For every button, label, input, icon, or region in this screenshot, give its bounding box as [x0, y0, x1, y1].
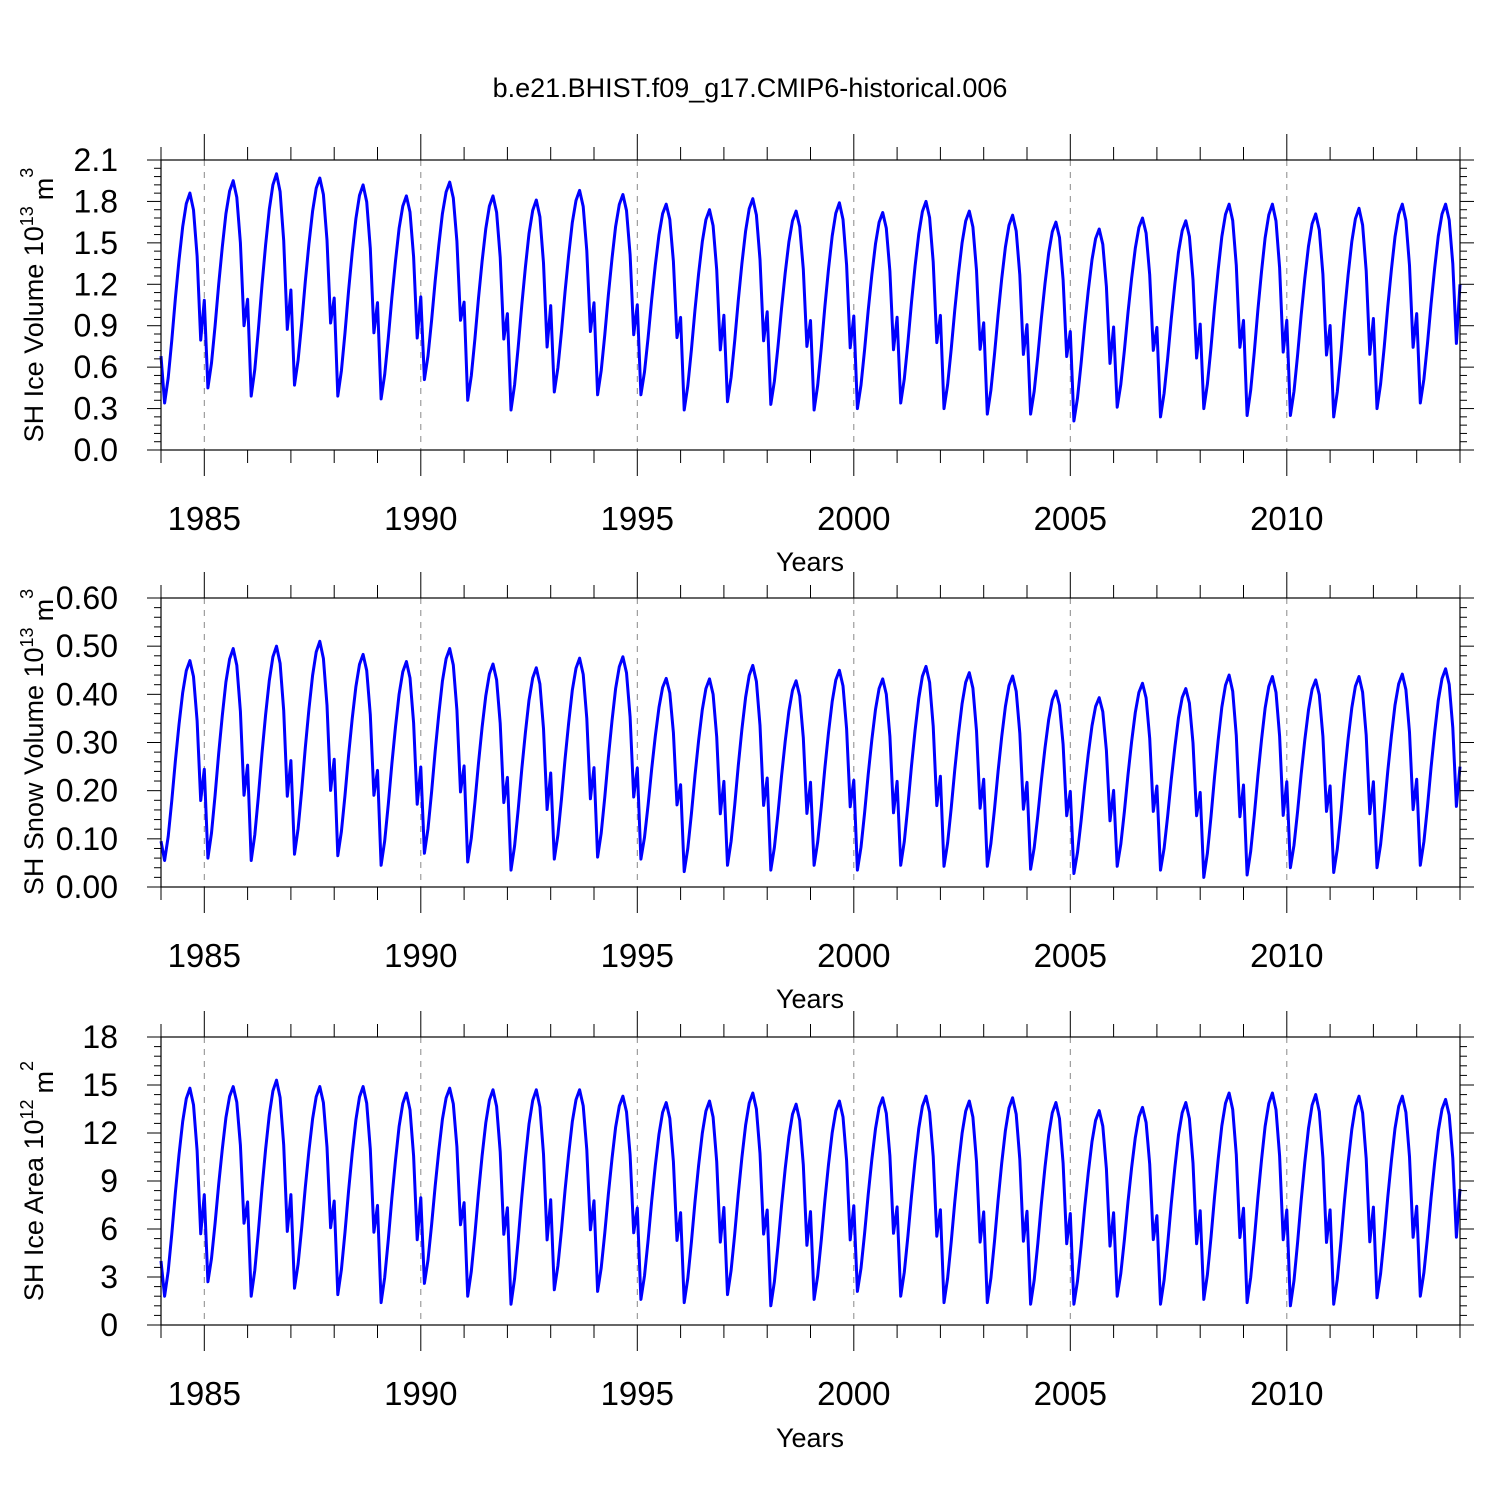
y-axis-label-part: m	[29, 599, 59, 622]
x-tick-label: 2005	[1034, 937, 1107, 974]
series-line-snow-volume	[159, 639, 1462, 879]
y-axis-label-part: 3	[17, 168, 37, 178]
x-axis-label: Years	[776, 547, 844, 577]
x-tick-label: 1985	[168, 1375, 241, 1412]
x-tick-label: 1990	[384, 500, 457, 537]
y-axis-label-part: 2	[17, 1061, 37, 1071]
y-tick-label: 0.3	[74, 391, 118, 427]
x-tick-label: 2000	[817, 937, 890, 974]
y-axis-label-part: 12	[17, 1099, 37, 1119]
y-tick-label: 0.60	[56, 580, 118, 616]
x-tick-label: 1985	[168, 937, 241, 974]
x-tick-label: 1995	[601, 937, 674, 974]
y-axis-label: SH Ice Volume 1013 m3	[17, 168, 59, 443]
y-tick-label: 0.50	[56, 628, 118, 664]
y-axis-label-part: SH Snow Volume 10	[19, 647, 49, 895]
y-axis-label-part: 13	[17, 627, 37, 647]
y-tick-label: 15	[82, 1067, 118, 1103]
y-tick-label: 0.6	[74, 349, 118, 385]
series-line-ice-area	[159, 1078, 1462, 1308]
y-axis-label-part: SH Ice Area 10	[19, 1119, 49, 1301]
x-axis-label: Years	[776, 1423, 844, 1453]
x-tick-label: 2010	[1250, 1375, 1323, 1412]
y-tick-label: 0.40	[56, 676, 118, 712]
y-tick-label: 0	[100, 1307, 118, 1343]
y-tick-label: 1.8	[74, 183, 118, 219]
panels: 1985 1990 1995 2000 2005 2010 0.0 0.3 0.6 0.9 1.2 1…	[17, 134, 1474, 1453]
x-tick-label: 2000	[817, 500, 890, 537]
y-tick-label: 0.00	[56, 869, 118, 905]
x-tick-label: 1990	[384, 937, 457, 974]
y-tick-label: 18	[82, 1019, 118, 1055]
x-tick-label: 1990	[384, 1375, 457, 1412]
x-tick-label: 1995	[601, 1375, 674, 1412]
panel-snow-volume: 1985 1990 1995 2000 2005 2010 0.00 0.10 0.20 0.30…	[17, 572, 1474, 1014]
series-line-ice-volume	[159, 172, 1462, 423]
x-tick-label: 2010	[1250, 937, 1323, 974]
x-tick-label: 2005	[1034, 1375, 1107, 1412]
y-tick-label: 2.1	[74, 142, 118, 178]
y-tick-label: 0.10	[56, 821, 118, 857]
x-tick-label: 2010	[1250, 500, 1323, 537]
y-tick-label: 3	[100, 1259, 118, 1295]
y-tick-label: 0.0	[74, 432, 118, 468]
x-tick-label: 1985	[168, 500, 241, 537]
chart-title: b.e21.BHIST.f09_g17.CMIP6-historical.006	[493, 73, 1008, 103]
y-tick-label: 0.20	[56, 773, 118, 809]
y-tick-label: 12	[82, 1115, 118, 1151]
y-axis-label-part: 13	[17, 206, 37, 226]
y-axis-label: SH Snow Volume 1013 m3	[17, 589, 59, 895]
x-tick-label: 2005	[1034, 500, 1107, 537]
y-tick-label: 1.5	[74, 225, 118, 261]
y-axis-label-part: SH Ice Volume 10	[19, 226, 49, 442]
y-axis-label-part: m	[29, 178, 59, 201]
x-axis-label: Years	[776, 984, 844, 1014]
panel-ice-volume: 1985 1990 1995 2000 2005 2010 0.0 0.3 0.6 0.9 1.2 1…	[17, 134, 1474, 577]
y-tick-label: 6	[100, 1211, 118, 1247]
y-tick-label: 0.30	[56, 725, 118, 761]
x-tick-label: 1995	[601, 500, 674, 537]
panel-ice-area: 1985 1990 1995 2000 2005 2010 0 3 6 9 12 15 18 Years S…	[17, 1011, 1474, 1453]
y-axis-label: SH Ice Area 1012 m2	[17, 1061, 59, 1301]
y-axis-label-part: m	[29, 1071, 59, 1094]
y-tick-label: 1.2	[74, 266, 118, 302]
y-axis-label-part: 3	[17, 589, 37, 599]
y-tick-label: 9	[100, 1163, 118, 1199]
y-tick-label: 0.9	[74, 308, 118, 344]
x-tick-label: 2000	[817, 1375, 890, 1412]
